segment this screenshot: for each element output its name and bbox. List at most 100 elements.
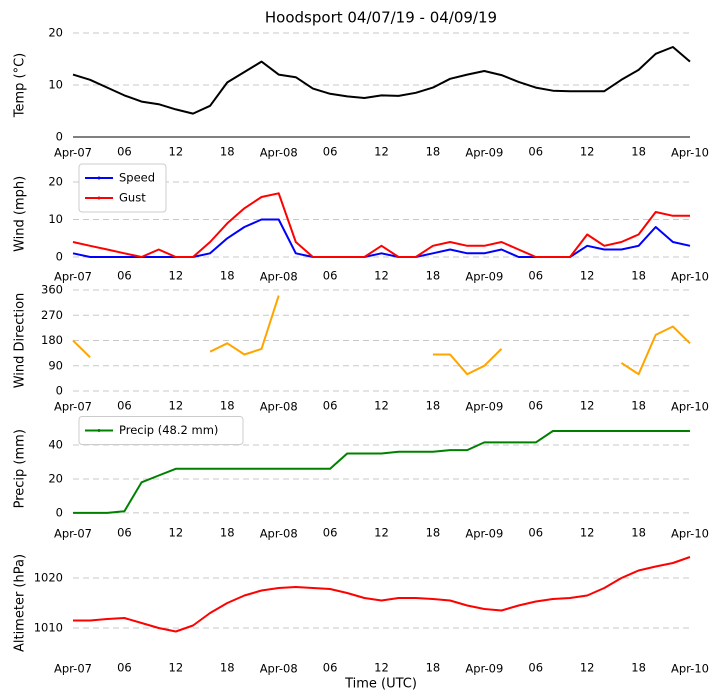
y-tick-label: 360: [41, 283, 63, 297]
legend-box: [78, 416, 244, 445]
x-tick-label: 12: [169, 526, 184, 540]
x-tick-label: 18: [220, 661, 235, 675]
x-tick-label: Apr-10: [671, 400, 709, 414]
y-tick-label: 1010: [34, 621, 63, 635]
x-tick-label: 12: [169, 399, 184, 413]
x-tick-label: 06: [323, 145, 338, 159]
x-tick-label: 06: [117, 399, 132, 413]
x-tick-label: 18: [631, 526, 646, 540]
x-tick-label: Apr-10: [671, 527, 709, 541]
data-line: [73, 556, 691, 633]
data-line: [72, 192, 690, 258]
x-tick-label: Apr-10: [671, 269, 709, 283]
y-tick-label: 0: [56, 384, 63, 398]
figure-title: Hoodsport 04/07/19 - 04/09/19: [265, 9, 497, 27]
x-tick-label: Apr-07: [54, 527, 92, 541]
x-tick-label: 12: [374, 661, 389, 675]
legend-marker: [97, 176, 101, 180]
x-tick-label: 12: [580, 399, 595, 413]
x-tick-label: 12: [580, 268, 595, 282]
y-tick-label: 180: [41, 333, 63, 347]
x-tick-label: 06: [323, 268, 338, 282]
x-tick-label: Apr-08: [260, 662, 298, 676]
y-tick-label: 0: [56, 130, 63, 144]
x-tick-label: 18: [220, 526, 235, 540]
x-tick-label: 06: [528, 268, 543, 282]
x-tick-label: Apr-07: [54, 146, 92, 160]
x-tick-label: 18: [426, 661, 441, 675]
x-tick-label: Apr-07: [54, 400, 92, 414]
y-tick-label: 20: [48, 26, 63, 40]
x-tick-label: 06: [528, 661, 543, 675]
y-tick-label: 0: [56, 250, 63, 264]
x-tick-label: 06: [528, 145, 543, 159]
x-tick-label: Apr-08: [260, 269, 298, 283]
legend-label: Gust: [119, 191, 146, 205]
x-tick-label: Apr-08: [260, 527, 298, 541]
x-tick-label: Apr-08: [260, 400, 298, 414]
y-axis-label: Wind (mph): [13, 176, 28, 252]
data-line: [73, 430, 690, 514]
x-tick-label: 18: [220, 145, 235, 159]
x-tick-label: 06: [117, 145, 132, 159]
x-tick-label: 06: [528, 399, 543, 413]
legend-marker: [97, 196, 101, 200]
x-tick-label: 12: [580, 661, 595, 675]
y-tick-label: 10: [48, 212, 63, 226]
y-tick-label: 90: [48, 358, 63, 372]
x-tick-label: 06: [528, 526, 543, 540]
x-tick-label: 18: [220, 399, 235, 413]
x-tick-label: 18: [220, 268, 235, 282]
x-tick-label: 18: [631, 145, 646, 159]
y-axis-label: Precip (mm): [13, 429, 28, 508]
legend-box: [78, 163, 167, 213]
y-axis-label: Altimeter (hPa): [13, 554, 28, 652]
x-tick-label: 12: [374, 145, 389, 159]
y-axis-label: Temp (°C): [13, 53, 28, 119]
x-tick-label: Apr-09: [465, 527, 503, 541]
y-axis-label: Wind Direction: [13, 293, 28, 389]
x-tick-label: 18: [426, 526, 441, 540]
x-tick-label: Apr-09: [465, 269, 503, 283]
y-tick-label: 0: [56, 505, 63, 519]
x-tick-label: 18: [631, 399, 646, 413]
data-line: [72, 46, 691, 115]
x-tick-label: 12: [169, 145, 184, 159]
x-tick-label: 12: [580, 526, 595, 540]
y-tick-label: 270: [41, 308, 63, 322]
data-line: [72, 218, 691, 258]
x-tick-label: 18: [631, 268, 646, 282]
x-tick-label: 18: [631, 661, 646, 675]
legend-label: Speed: [119, 171, 155, 185]
x-tick-label: Apr-10: [671, 662, 709, 676]
x-tick-label: Apr-09: [465, 400, 503, 414]
legend-marker: [97, 429, 101, 432]
legend-label: Precip (48.2 mm): [119, 423, 218, 437]
x-tick-label: 06: [117, 268, 132, 282]
x-tick-label: 06: [117, 526, 132, 540]
x-tick-label: 18: [426, 145, 441, 159]
x-tick-label: 12: [580, 145, 595, 159]
x-tick-label: 12: [374, 268, 389, 282]
y-tick-label: 20: [48, 175, 63, 189]
x-tick-label: 12: [374, 399, 389, 413]
x-tick-label: 18: [426, 399, 441, 413]
x-tick-label: 06: [323, 661, 338, 675]
x-tick-label: 12: [169, 268, 184, 282]
y-tick-label: 10: [48, 78, 63, 92]
x-tick-label: Apr-09: [465, 146, 503, 160]
x-tick-label: Apr-10: [671, 146, 709, 160]
x-tick-label: 06: [323, 526, 338, 540]
data-line: [72, 295, 691, 376]
y-tick-label: 1020: [34, 571, 63, 585]
x-tick-label: 06: [117, 661, 132, 675]
x-tick-label: Apr-07: [54, 662, 92, 676]
x-tick-label: 12: [374, 526, 389, 540]
y-tick-label: 20: [48, 471, 63, 485]
x-tick-label: Apr-09: [465, 662, 503, 676]
x-tick-label: 18: [426, 268, 441, 282]
x-axis-label: Time (UTC): [344, 677, 417, 692]
x-tick-label: 12: [169, 661, 184, 675]
x-tick-label: Apr-07: [54, 269, 92, 283]
